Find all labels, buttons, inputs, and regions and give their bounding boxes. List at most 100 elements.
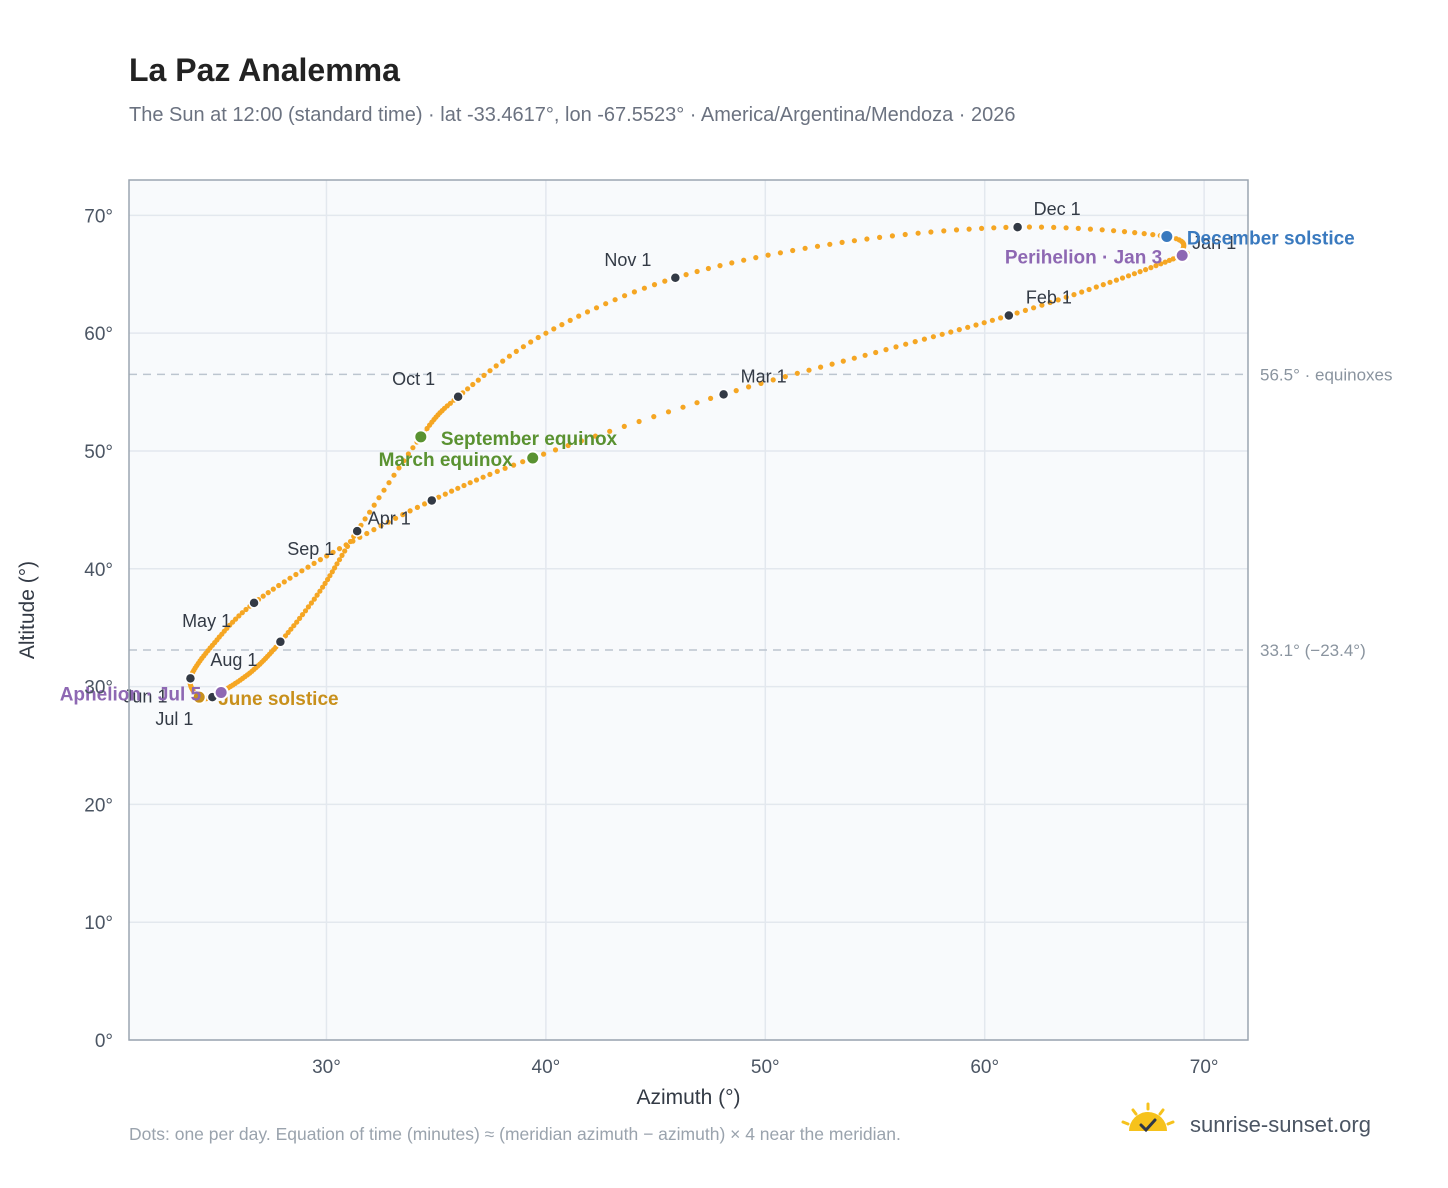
daily-sun-dot [339, 552, 345, 559]
daily-sun-dot [410, 445, 416, 451]
month-marker [274, 636, 287, 648]
daily-sun-dot [889, 233, 896, 239]
y-tick-label: 30° [84, 678, 113, 699]
daily-sun-dot [265, 590, 271, 596]
plot-frame [128, 179, 1249, 1041]
daily-sun-dot [311, 560, 317, 567]
brand[interactable]: sunrise-sunset.org [1120, 1100, 1400, 1150]
sun-logo-icon [1121, 1102, 1175, 1133]
daily-sun-dot [260, 593, 266, 599]
daily-sun-dot [422, 501, 428, 507]
month-label: Sep 1 [287, 539, 334, 559]
daily-sun-dot [281, 579, 287, 585]
daily-sun-dot [414, 504, 420, 510]
daily-sun-dot [1158, 261, 1164, 267]
month-label: Feb 1 [1026, 287, 1072, 307]
daily-sun-dot [1038, 224, 1045, 230]
daily-sun-dot [1051, 224, 1057, 230]
daily-sun-dot [362, 516, 368, 522]
daily-sun-dot [465, 386, 471, 392]
plot-area [129, 180, 1248, 1040]
daily-sun-dot [939, 331, 945, 337]
daily-sun-dot [535, 334, 541, 341]
daily-sun-dot [584, 309, 591, 315]
daily-sun-dot [567, 317, 573, 323]
daily-sun-dot [576, 313, 582, 319]
daily-sun-dot [455, 485, 461, 491]
daily-sun-dot [979, 225, 985, 231]
daily-sun-dot [636, 418, 642, 425]
x-tick-label: 50° [751, 1057, 780, 1078]
daily-sun-dot [502, 465, 508, 471]
daily-sun-dot [1063, 294, 1069, 300]
daily-sun-dot [371, 527, 377, 533]
daily-sun-dot [1063, 225, 1069, 231]
daily-sun-dot [729, 260, 735, 266]
daily-sun-dot [332, 565, 338, 571]
daily-sun-dot [320, 584, 326, 590]
daily-sun-dot [873, 349, 879, 356]
daily-sun-dot [1031, 305, 1037, 311]
daily-sun-dot [790, 247, 796, 254]
y-tick-label: 40° [84, 560, 113, 581]
daily-sun-dot [487, 471, 493, 477]
daily-sun-dot [299, 568, 305, 574]
daily-sun-dot [862, 352, 868, 358]
daily-sun-dot [1026, 224, 1032, 230]
daily-sun-dot [1132, 230, 1138, 236]
daily-sun-dot [1003, 224, 1009, 230]
daily-sun-dot [802, 245, 808, 251]
daily-sun-dot [851, 355, 857, 361]
daily-sun-dot [494, 468, 500, 474]
daily-sun-dot [753, 255, 759, 261]
daily-sun-dot [381, 487, 387, 493]
daily-sun-dot [364, 530, 370, 537]
daily-sun-dot [317, 557, 323, 563]
daily-sun-dot [528, 339, 534, 345]
daily-sun-dot [481, 372, 487, 378]
daily-sun-dot [473, 477, 480, 483]
daily-sun-dot [981, 320, 987, 326]
daily-sun-dot [493, 363, 499, 369]
month-marker [248, 597, 260, 609]
daily-sun-dot [565, 442, 571, 449]
daily-sun-dot [593, 305, 600, 311]
daily-sun-dot [239, 610, 245, 616]
month-label: Jun 1 [123, 686, 167, 706]
daily-sun-dot [305, 604, 311, 610]
daily-sun-dot [1119, 275, 1126, 281]
daily-sun-dot [1107, 279, 1113, 285]
daily-sun-dot [864, 236, 870, 242]
daily-sun-dot [500, 358, 506, 364]
daily-sun-dot [442, 491, 448, 497]
event-marker [213, 684, 229, 700]
daily-sun-dot [391, 472, 397, 478]
month-marker [1011, 221, 1024, 233]
daily-sun-dot [651, 282, 658, 288]
daily-sun-dot [371, 502, 377, 508]
y-tick-label: 10° [84, 913, 113, 934]
daily-sun-dot [385, 519, 391, 525]
daily-sun-dot [1162, 259, 1168, 265]
daily-sun-dot [818, 364, 824, 370]
daily-sun-dot [541, 451, 547, 457]
daily-sun-dot [447, 400, 453, 406]
daily-sun-dot [665, 409, 672, 415]
daily-sun-dot [330, 549, 336, 555]
daily-sun-dot [622, 293, 628, 299]
daily-sun-dot [376, 495, 382, 501]
month-marker [426, 494, 438, 507]
daily-sun-dot [827, 241, 833, 247]
daily-sun-dot [510, 462, 517, 468]
daily-sun-dot [405, 451, 411, 457]
daily-sun-dot [436, 494, 442, 500]
daily-sun-dot [322, 580, 328, 587]
daily-sun-dot [407, 508, 413, 514]
month-marker [351, 525, 363, 537]
daily-sun-dot [347, 538, 354, 545]
daily-sun-dot [1079, 289, 1085, 295]
daily-sun-dot [475, 377, 481, 383]
daily-sun-dot [741, 257, 747, 263]
daily-sun-dot [1121, 229, 1128, 235]
daily-sun-dot [276, 582, 282, 589]
